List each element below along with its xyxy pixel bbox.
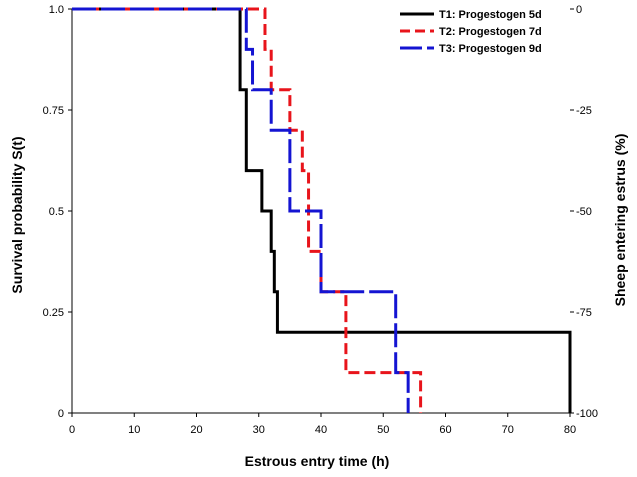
y2-axis-title: Sheep entering estrus (%) <box>612 134 628 307</box>
y2-tick-label: -100 <box>576 408 598 420</box>
legend: T1: Progestogen 5d T2: Progestogen 7d T3… <box>400 9 542 55</box>
series-line-t3 <box>72 7 410 413</box>
x-tick-label: 10 <box>128 424 140 436</box>
y-axis-title: Survival probability S(t) <box>9 136 25 293</box>
x-tick-label: 40 <box>315 424 327 436</box>
tick-labels-layer: 0 10 20 30 40 50 60 70 80 0 0.25 0.5 0.75 1.0 -100 -75 -… <box>43 4 598 436</box>
series-line-t1 <box>72 7 572 413</box>
y2-tick-label: -50 <box>576 206 592 218</box>
y2-tick-label: -25 <box>576 105 592 117</box>
x-tick-label: 20 <box>190 424 202 436</box>
axes-layer <box>68 8 574 417</box>
y-tick-label: 0 <box>58 408 64 420</box>
series-line-t2 <box>72 7 423 413</box>
series-layer <box>72 7 572 413</box>
y2-tick-label: -75 <box>576 307 592 319</box>
y-tick-label: 0.5 <box>49 206 64 218</box>
legend-label-t1: T1: Progestogen 5d <box>439 9 542 21</box>
y-tick-label: 0.75 <box>43 105 64 117</box>
x-tick-label: 80 <box>564 424 576 436</box>
x-tick-label: 50 <box>377 424 389 436</box>
y-tick-label: 0.25 <box>43 307 64 319</box>
x-tick-label: 0 <box>69 424 75 436</box>
y2-tick-label: 0 <box>576 4 582 16</box>
legend-label-t3: T3: Progestogen 9d <box>439 43 542 55</box>
y-tick-label: 1.0 <box>49 4 64 16</box>
x-tick-label: 60 <box>439 424 451 436</box>
x-axis-title: Estrous entry time (h) <box>245 453 390 469</box>
x-tick-label: 70 <box>502 424 514 436</box>
legend-label-t2: T2: Progestogen 7d <box>439 26 542 38</box>
x-tick-label: 30 <box>253 424 265 436</box>
